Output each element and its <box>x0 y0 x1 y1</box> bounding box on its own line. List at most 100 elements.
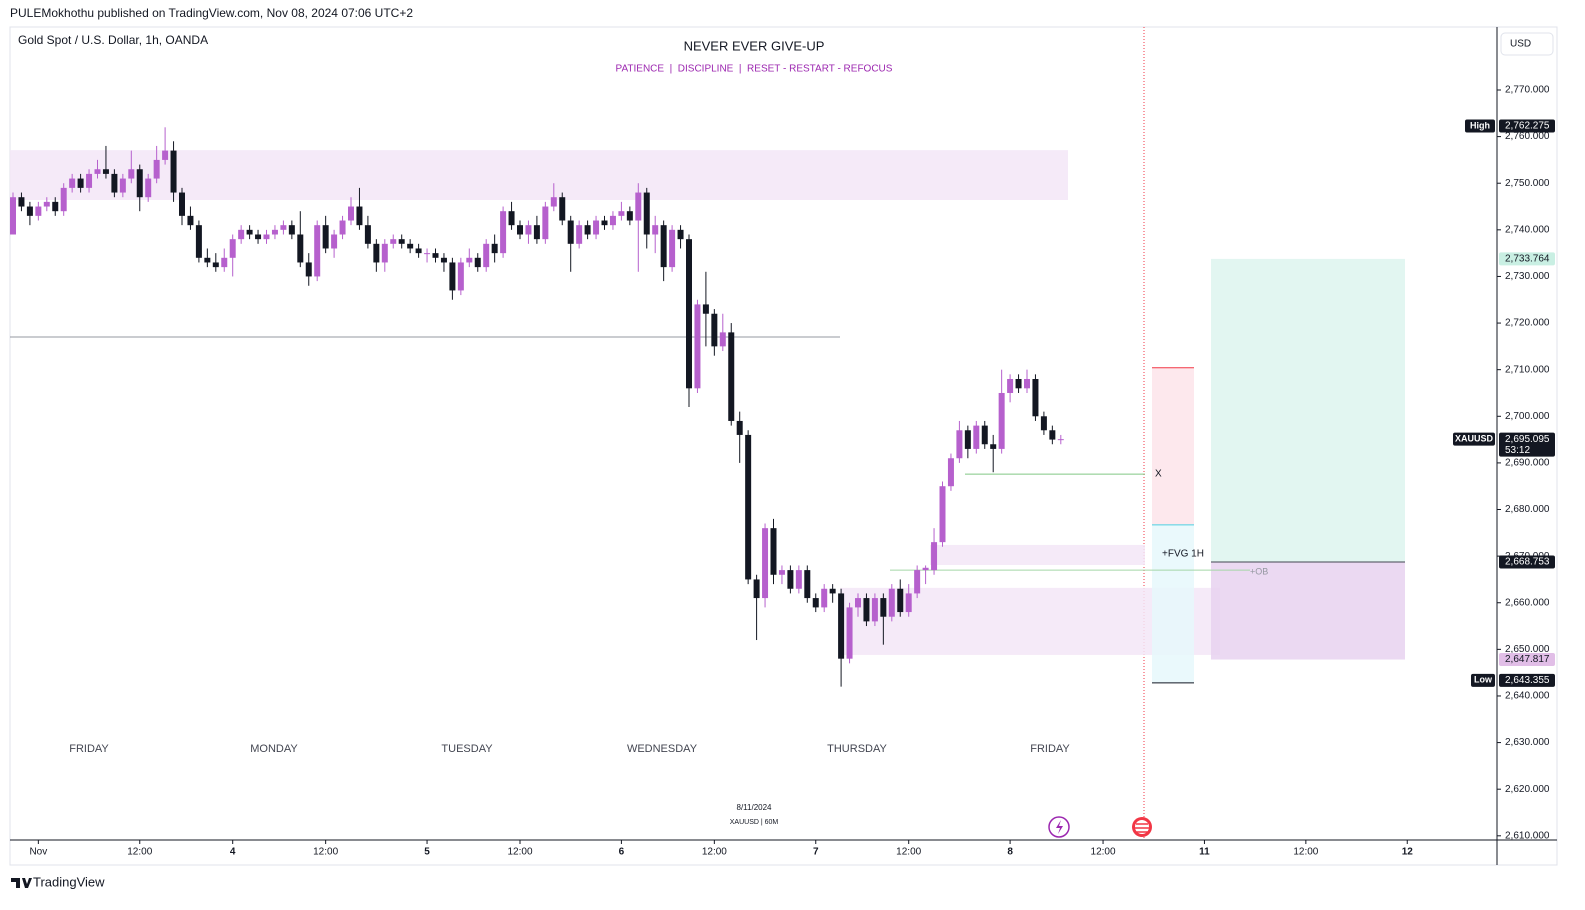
price-tag-box <box>1465 119 1495 133</box>
candle-body <box>305 262 312 277</box>
watermark-symbol: XAUUSD | 60M <box>730 819 779 826</box>
y-tick-label: 2,730.000 <box>1505 271 1550 282</box>
candle-body <box>43 201 50 207</box>
y-tick-label: 2,700.000 <box>1505 411 1550 422</box>
candle-body <box>855 598 861 608</box>
candle-body <box>381 243 388 263</box>
candle-body <box>271 229 278 235</box>
candle-body <box>998 392 1005 449</box>
candle-body <box>973 425 980 449</box>
candle-body <box>542 206 549 240</box>
annotation: +OB <box>1250 566 1268 576</box>
candle-body <box>1032 378 1039 417</box>
event-icon-bolt <box>1056 820 1063 834</box>
candle-body <box>474 257 481 268</box>
price-label: 2,643.355 <box>1505 675 1550 686</box>
frame <box>9 26 1558 866</box>
y-tick-label: 2,720.000 <box>1505 318 1550 329</box>
candle-body <box>897 588 904 613</box>
candle-body <box>119 178 126 193</box>
y-tick-label: 2,660.000 <box>1505 597 1550 608</box>
candle-body <box>1024 378 1030 389</box>
candle-body <box>956 430 963 459</box>
candle-body <box>10 197 16 235</box>
candle-body <box>255 234 262 240</box>
price-label-box <box>1499 432 1555 457</box>
x-tick-label: 12:00 <box>1293 847 1318 858</box>
candle-body <box>491 243 498 254</box>
candle-body <box>440 257 447 263</box>
candle-body <box>204 257 211 263</box>
candle-body <box>533 225 540 240</box>
candle-body <box>339 220 346 235</box>
candle-body <box>373 243 380 263</box>
candle-body <box>914 570 921 594</box>
price-tag-box <box>1471 673 1495 687</box>
candle-body <box>297 234 304 263</box>
currency-button[interactable] <box>1500 32 1554 56</box>
y-tick-label: 2,690.000 <box>1505 458 1550 469</box>
candle-body <box>229 239 236 258</box>
zone <box>1211 561 1405 660</box>
candle-body <box>331 234 338 249</box>
chart-subtitle: PATIENCE | DISCIPLINE | RESET - RESTART … <box>616 64 893 75</box>
candle-body <box>162 150 169 160</box>
zone <box>10 150 1068 201</box>
candle-body <box>69 178 76 188</box>
candle-body <box>483 243 490 268</box>
zone <box>1211 258 1405 562</box>
price-tag: High <box>1470 120 1490 130</box>
candle-body <box>238 229 245 240</box>
candle-body <box>576 225 583 244</box>
price-label-box <box>1499 119 1555 133</box>
candle-body <box>821 588 828 608</box>
candle-body <box>195 225 202 258</box>
candle-body <box>314 225 321 277</box>
candle-body <box>500 211 507 254</box>
zone <box>1152 367 1194 525</box>
candle-body <box>77 178 84 188</box>
candle-body <box>457 262 464 291</box>
candle-body <box>288 225 295 235</box>
candle-body <box>179 192 185 216</box>
x-tick-label: 8 <box>1007 847 1013 858</box>
candle-body <box>846 607 853 659</box>
price-label: 2,695.095 <box>1505 434 1550 445</box>
candle-body <box>348 206 354 221</box>
candle-body <box>221 257 228 268</box>
candle-body <box>787 570 794 589</box>
currency[interactable]: USD <box>1510 39 1531 50</box>
price-label-box <box>1499 653 1555 667</box>
candle-body <box>1007 378 1014 393</box>
candle-body <box>652 225 659 235</box>
x-tick-label: 11 <box>1199 847 1210 858</box>
brand-logo <box>11 878 32 888</box>
zone <box>930 544 1145 565</box>
zone <box>1152 524 1194 683</box>
candle-body <box>550 197 557 207</box>
day-label: THURSDAY <box>827 743 887 755</box>
candle-body <box>838 593 845 659</box>
candle-body <box>990 444 997 449</box>
y-tick-label: 2,760.000 <box>1505 131 1550 142</box>
price-label-box <box>1499 673 1555 687</box>
candle-body <box>719 332 726 347</box>
candle-body <box>863 598 870 622</box>
candle-body <box>26 206 33 216</box>
y-tick-label: 2,610.000 <box>1505 830 1550 841</box>
candle-body <box>702 304 709 314</box>
y-tick-label: 2,620.000 <box>1505 784 1550 795</box>
candle-body <box>947 458 954 487</box>
candle-body <box>669 229 676 268</box>
candle-body <box>939 486 946 543</box>
candle-body <box>212 262 219 268</box>
candle-body <box>94 169 101 174</box>
candle-body <box>263 234 270 240</box>
candle-body <box>364 225 371 244</box>
candle-body <box>643 192 650 235</box>
x-tick-label: 7 <box>813 847 819 858</box>
candle-body <box>922 567 929 571</box>
candle-body <box>880 598 887 617</box>
symbol: Gold Spot / U.S. Dollar, 1h, OANDA <box>18 33 208 47</box>
candle-body <box>804 570 811 599</box>
